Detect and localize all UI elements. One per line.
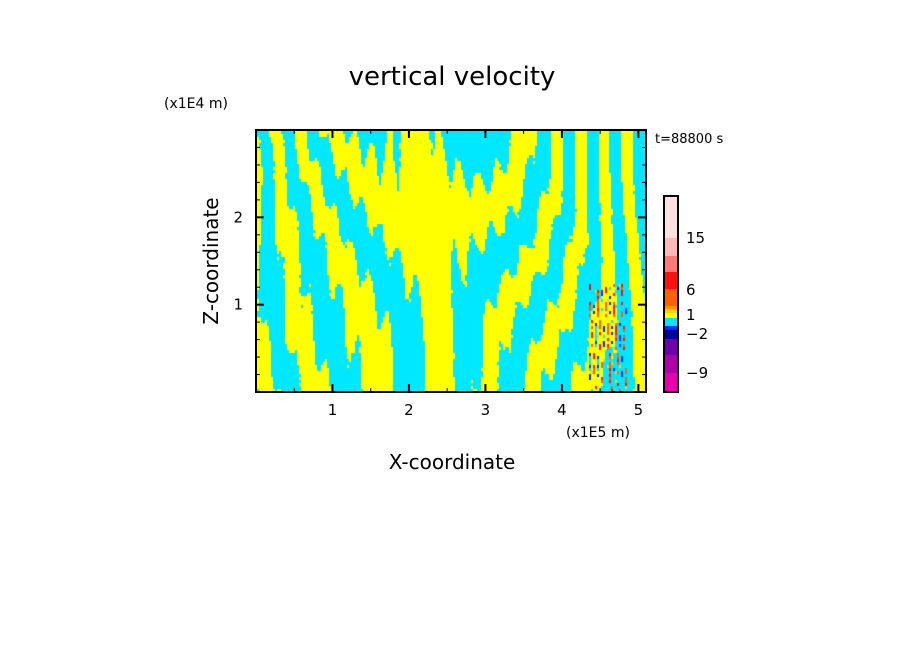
x-unit-label: (x1E5 m)	[566, 425, 630, 441]
colorbar-label: 6	[686, 281, 696, 299]
y-unit-label: (x1E4 m)	[164, 96, 228, 112]
colorbar-label: 1	[686, 306, 696, 324]
y-tick-label: 2	[233, 208, 243, 226]
y-tick-label: 1	[233, 296, 243, 314]
colorbar-segment	[664, 326, 678, 330]
colorbar-segment	[664, 196, 678, 238]
colorbar-segment	[664, 339, 678, 355]
colorbar-segment	[664, 289, 678, 306]
colorbar-segment	[664, 272, 678, 289]
plot-frame	[255, 129, 647, 393]
colorbar-label: 15	[686, 229, 705, 247]
colorbar-segment	[664, 256, 678, 272]
colorbar-segment	[664, 238, 678, 256]
y-axis-label: Z-coordinate	[199, 197, 223, 324]
x-tick-label: 2	[404, 401, 414, 419]
velocity-field	[257, 131, 646, 392]
colorbar-label: −9	[686, 364, 708, 382]
colorbar-segment	[664, 373, 678, 392]
colorbar-frame	[663, 195, 679, 393]
colorbar-segment	[664, 330, 678, 339]
colorbar-segment	[664, 313, 678, 318]
colorbar-segment	[664, 309, 678, 313]
colorbar-label: −2	[686, 325, 708, 343]
x-tick-label: 3	[481, 401, 491, 419]
colorbar-segment	[664, 355, 678, 373]
x-tick-label: 4	[557, 401, 567, 419]
x-axis-label: X-coordinate	[389, 450, 516, 474]
colorbar-segment	[664, 306, 678, 309]
time-label: t=88800 s	[655, 132, 723, 147]
colorbar-segment	[664, 318, 678, 326]
x-tick-label: 1	[328, 401, 338, 419]
chart-title: vertical velocity	[349, 62, 556, 92]
x-tick-label: 5	[634, 401, 644, 419]
